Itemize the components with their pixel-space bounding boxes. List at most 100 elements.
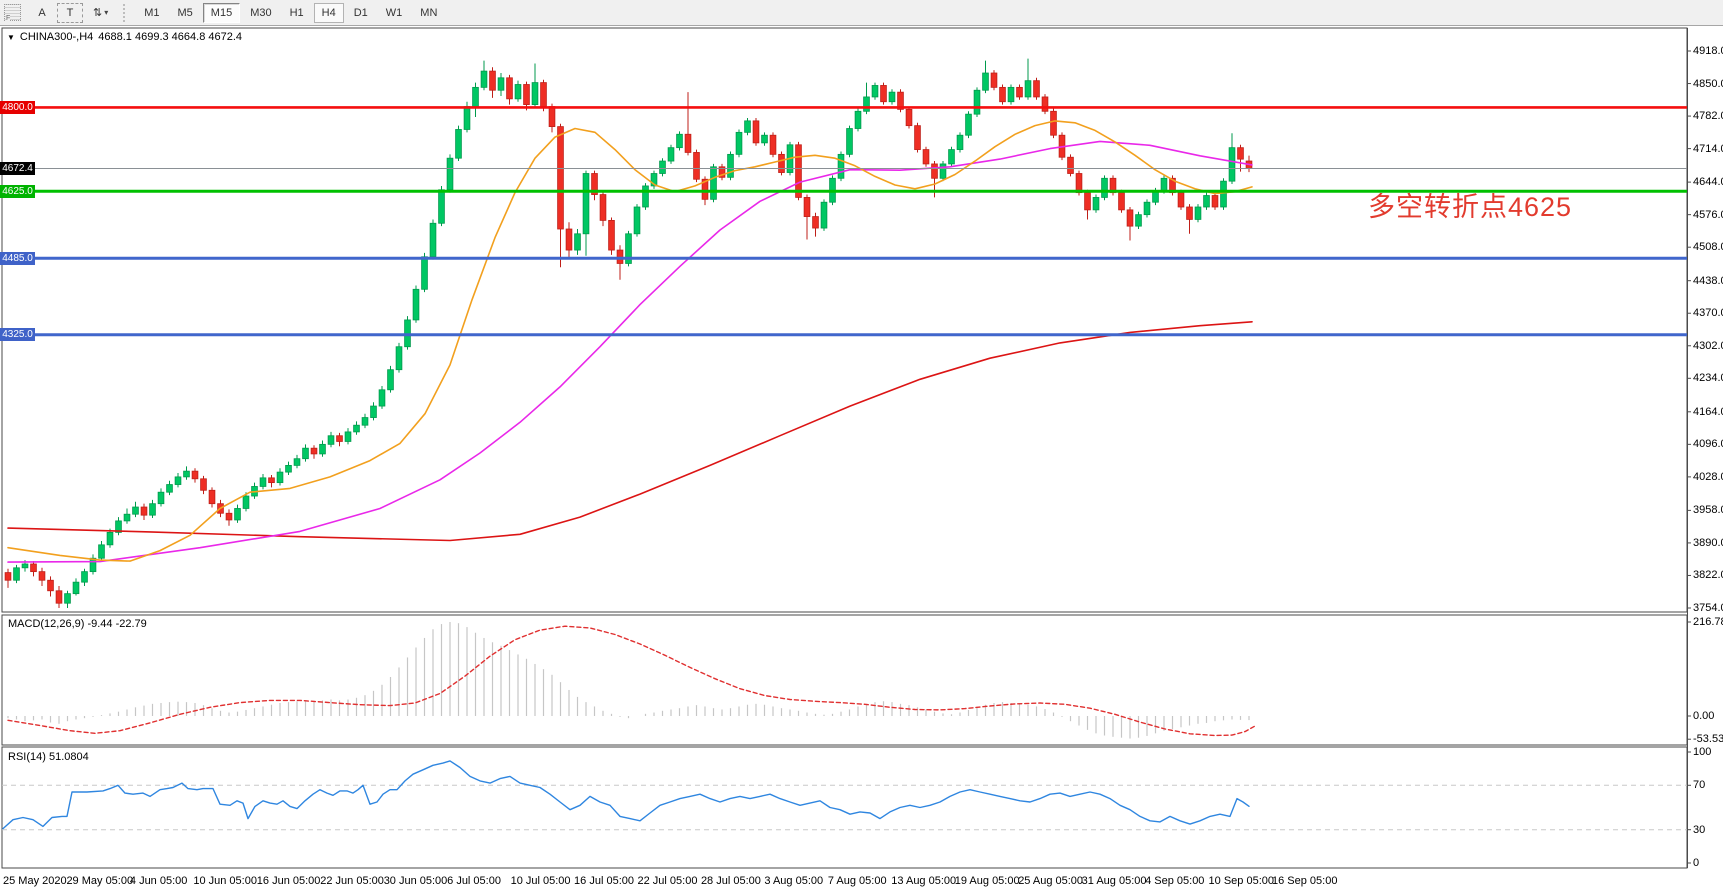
- candle-body: [353, 424, 360, 433]
- candle-body: [608, 219, 615, 251]
- candle-body: [506, 77, 513, 100]
- candle-body: [1033, 80, 1040, 98]
- date-label: 31 Aug 05:00: [1081, 875, 1147, 887]
- macd-tick-label: 0.00: [1693, 710, 1715, 722]
- candle-body: [659, 160, 666, 174]
- candle-body: [89, 557, 97, 573]
- candle-body: [922, 149, 930, 165]
- date-label: 16 Jul 05:00: [574, 875, 634, 887]
- price-chip-4325.0: 4325.0: [0, 328, 35, 342]
- candle-body: [480, 70, 488, 88]
- candle-body: [990, 72, 998, 88]
- price-chip-4800.0: 4800.0: [0, 100, 35, 114]
- candle-body: [1067, 156, 1074, 174]
- candle-body: [344, 431, 352, 442]
- candle-body: [574, 233, 581, 251]
- toolbar-grip-icon[interactable]: F: [4, 4, 21, 22]
- candle-body: [387, 369, 394, 391]
- candle-body: [931, 163, 938, 179]
- timeframe-button-d1[interactable]: D1: [353, 6, 368, 19]
- chart-surface[interactable]: [0, 26, 1723, 891]
- candle-body: [1024, 80, 1032, 98]
- candle-body: [667, 147, 675, 162]
- candle-body: [854, 110, 862, 129]
- date-label: 4 Sep 05:00: [1145, 875, 1205, 887]
- ma-mid-line: [7, 140, 1253, 563]
- date-label: 16 Jun 05:00: [256, 875, 321, 887]
- candle-body: [55, 590, 63, 604]
- candle-body: [497, 77, 505, 91]
- price-tick-label: 4576.0: [1693, 208, 1723, 221]
- toolbar-separator: [123, 3, 127, 22]
- candle-body: [514, 84, 522, 100]
- date-label: 10 Jun 05:00: [193, 875, 257, 887]
- candle-body: [98, 544, 105, 559]
- candle-body: [965, 113, 972, 136]
- rsi-tick-label: 70: [1693, 779, 1706, 792]
- candle-body: [489, 70, 496, 91]
- timeframe-button-m30[interactable]: M30: [250, 6, 272, 19]
- macd-tick-label: 216.78: [1693, 616, 1723, 628]
- price-tick-label: 4302.0: [1693, 339, 1723, 352]
- toolbar-grip-label: F: [6, 15, 11, 22]
- candle-body: [863, 96, 870, 112]
- chevron-down-icon[interactable]: ▾: [104, 8, 109, 17]
- candle-body: [948, 149, 955, 165]
- candle-body: [140, 506, 148, 516]
- candle-body: [905, 108, 913, 127]
- macd-signal-line: [7, 625, 1256, 737]
- candle-body: [1084, 192, 1091, 211]
- candle-body: [710, 166, 717, 200]
- timeframe-button-m1[interactable]: M1: [144, 6, 160, 19]
- price-tick-label: 4028.0: [1693, 470, 1723, 483]
- timeframe-button-h1[interactable]: H1: [289, 6, 304, 19]
- candle-body: [1143, 201, 1151, 216]
- candle-body: [846, 128, 853, 155]
- candle-body: [1228, 147, 1236, 182]
- timeframe-button-h4[interactable]: H4: [313, 2, 344, 23]
- chart-ohlc-readout: 4688.1 4699.3 4664.8 4672.4: [98, 31, 243, 43]
- price-tick-label: 4782.0: [1693, 110, 1723, 123]
- candle-body: [769, 134, 777, 155]
- candle-body: [752, 120, 760, 144]
- candle-body: [735, 131, 743, 155]
- candle-body: [310, 447, 318, 455]
- candle-body: [378, 389, 386, 407]
- candle-body: [1118, 192, 1125, 211]
- candle-body: [208, 489, 216, 505]
- price-tick-label: 3958.0: [1693, 504, 1723, 517]
- date-label: 25 Aug 05:00: [1018, 875, 1084, 887]
- candle-body: [531, 82, 539, 105]
- candle-body: [1101, 177, 1108, 198]
- candle-body: [446, 157, 454, 191]
- candle-body: [956, 134, 964, 150]
- text-tool-button[interactable]: T: [57, 2, 83, 23]
- candle-body: [1177, 192, 1185, 208]
- chart-title-row: ▼ CHINA300-,H4 4688.1 4699.3 4664.8 4672…: [7, 31, 242, 43]
- candle-body: [47, 579, 54, 592]
- main-panel-frame: [1, 27, 1688, 613]
- candle-body: [1211, 195, 1219, 208]
- candle-body: [888, 91, 896, 103]
- date-label: 16 Sep 05:00: [1272, 875, 1338, 887]
- timeframe-button-m5[interactable]: M5: [177, 6, 193, 19]
- candle-body: [1092, 197, 1100, 211]
- candle-body: [285, 465, 292, 473]
- price-chip-4672.4: 4672.4: [0, 162, 35, 176]
- timeframe-button-group: M1 M5 M15 M30 H1 H4 D1 W1 MN: [136, 2, 445, 23]
- candle-body: [64, 593, 71, 604]
- font-tool-button[interactable]: A: [38, 6, 46, 19]
- candle-body: [803, 197, 811, 217]
- macd-indicator-label: MACD(12,26,9) -9.44 -22.79: [8, 618, 147, 630]
- candle-body: [276, 471, 284, 484]
- symbol-dropdown-caret-icon[interactable]: ▼: [7, 32, 15, 42]
- candle-body: [115, 520, 122, 533]
- candle-body: [914, 125, 921, 150]
- chart-window[interactable]: ▼ CHINA300-,H4 4688.1 4699.3 4664.8 4672…: [0, 26, 1723, 891]
- candle-body: [412, 288, 420, 321]
- timeframe-button-mn[interactable]: MN: [420, 6, 438, 19]
- timeframe-button-m15[interactable]: M15: [202, 2, 241, 23]
- annotation-text-object[interactable]: 多空转折点4625: [1368, 192, 1573, 222]
- timeframe-button-w1[interactable]: W1: [385, 6, 403, 19]
- arrows-tool-button[interactable]: ⇅ ▾: [85, 3, 116, 23]
